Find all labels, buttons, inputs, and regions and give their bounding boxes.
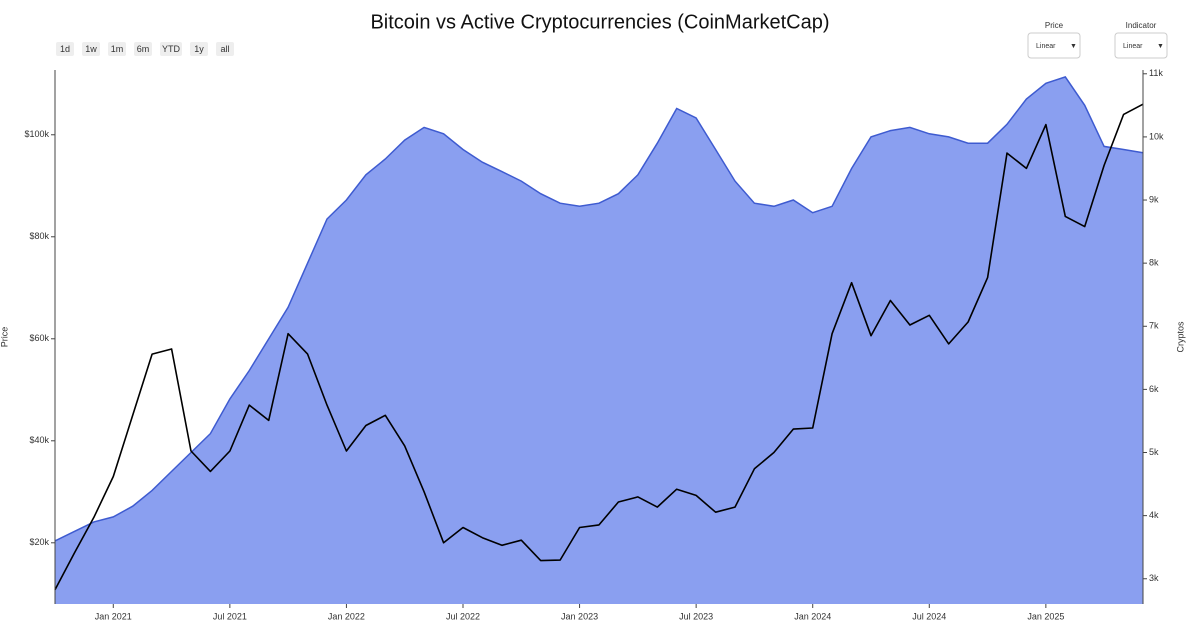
button-bg	[82, 42, 100, 56]
dropdown-box	[1027, 32, 1081, 59]
area-edge	[54, 76, 1144, 542]
y-tick-label: $40k	[29, 435, 49, 445]
button-bg	[216, 42, 234, 56]
button-label: 1y	[194, 44, 204, 54]
button-bg	[56, 42, 74, 56]
y-tick-label: $60k	[29, 333, 49, 343]
range-button[interactable]: YTD	[160, 42, 182, 56]
dropdown-arrow: ▼	[1157, 43, 1164, 50]
dropdown-arrow: ▼	[1070, 43, 1077, 50]
button-label: 1d	[60, 44, 70, 54]
dropdown-value: Linear	[1036, 43, 1056, 50]
x-tick-label: Jul 2022	[446, 611, 480, 621]
x-tick-label: Jan 2024	[794, 611, 831, 621]
range-button[interactable]: 6m	[134, 42, 152, 56]
range-button[interactable]: 1m	[108, 42, 126, 56]
button-bg	[160, 42, 182, 56]
dropdown[interactable]: Linear ▼	[1027, 32, 1081, 59]
y-axis-label: Price	[0, 327, 9, 348]
y2-tick-label: 11k	[1149, 68, 1163, 78]
range-button[interactable]: 1y	[190, 42, 208, 56]
dropdown-box	[1114, 32, 1168, 59]
x-tick-label: Jan 2023	[561, 611, 598, 621]
y-tick-label: $20k	[29, 537, 49, 547]
y2-axis-label: Cryptos	[1175, 321, 1185, 353]
button-label: 1w	[85, 44, 97, 54]
x-tick-label: Jul 2021	[213, 611, 247, 621]
y2-tick-label: 10k	[1149, 131, 1164, 141]
y2-tick-label: 4k	[1149, 510, 1159, 520]
button-label: YTD	[162, 44, 181, 54]
button-label: 6m	[137, 44, 150, 54]
line	[54, 103, 1144, 591]
button-bg	[108, 42, 126, 56]
y2-tick-label: 9k	[1149, 194, 1159, 204]
button-label: all	[220, 44, 229, 54]
x-tick-label: Jan 2022	[328, 611, 365, 621]
y2-tick-label: 3k	[1149, 573, 1159, 583]
range-button[interactable]: 1d	[56, 42, 74, 56]
y-tick-label: $80k	[29, 231, 49, 241]
y2-tick-label: 5k	[1149, 447, 1159, 457]
x-tick-label: Jul 2024	[912, 611, 946, 621]
y-tick-label: $100k	[24, 129, 49, 139]
chart-title: Bitcoin vs Active Cryptocurrencies (Coin…	[370, 11, 829, 33]
button-bg	[190, 42, 208, 56]
x-tick-label: Jul 2023	[679, 611, 713, 621]
dropdown-value: Linear	[1123, 43, 1143, 50]
button-bg	[134, 42, 152, 56]
y2-tick-label: 8k	[1149, 258, 1159, 268]
control-label: Price	[1045, 21, 1064, 30]
x-tick-label: Jan 2025	[1027, 611, 1064, 621]
range-button[interactable]: all	[216, 42, 234, 56]
button-label: 1m	[111, 44, 124, 54]
area	[55, 76, 1143, 604]
y2-tick-label: 7k	[1149, 321, 1159, 331]
range-button[interactable]: 1w	[82, 42, 100, 56]
dropdown[interactable]: Linear ▼	[1114, 32, 1168, 59]
y2-tick-label: 6k	[1149, 384, 1159, 394]
x-tick-label: Jan 2021	[95, 611, 132, 621]
control-label: Indicator	[1126, 21, 1157, 30]
